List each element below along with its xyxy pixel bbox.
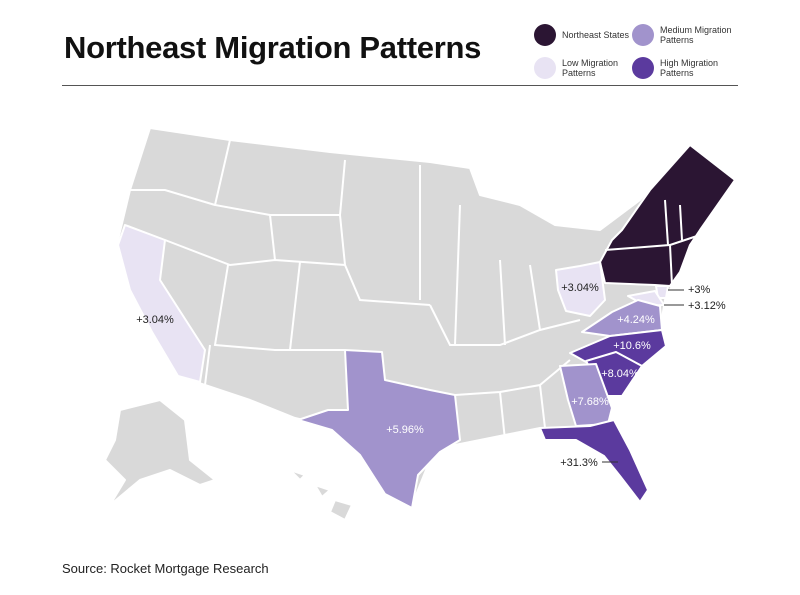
legend-swatch (534, 57, 556, 79)
legend-label: Low Migration Patterns (562, 58, 619, 78)
region-label: +3.04% (561, 282, 599, 294)
state-lines (130, 139, 581, 441)
legend-swatch (632, 24, 654, 46)
legend-label: Northeast States (562, 30, 630, 40)
region-label: +3.04% (136, 314, 174, 326)
region-label: +3% (688, 284, 711, 296)
state-region (297, 349, 461, 509)
title: Northeast Migration Patterns (64, 30, 482, 65)
legend-item: Low Migration Patterns (534, 57, 644, 79)
region-label: +8.04% (601, 368, 639, 380)
divider (62, 85, 738, 86)
region-label: +5.96% (386, 424, 424, 436)
legend-label: High Migration Patterns (660, 58, 719, 78)
source-note: Source: Rocket Mortgage Research (62, 561, 269, 576)
legend-item: Northeast States (534, 24, 644, 46)
region-label: +3.12% (688, 300, 726, 312)
land-alaska (104, 399, 216, 506)
legend-swatch (534, 24, 556, 46)
region-label: +4.24% (617, 314, 655, 326)
region-label: +31.3% (560, 457, 598, 469)
state-region (539, 419, 649, 503)
state-region (555, 261, 606, 317)
state-region (117, 224, 206, 383)
legend-item: High Migration Patterns (632, 57, 742, 79)
region-label: +10.6% (613, 340, 651, 352)
legend-item: Medium Migration Patterns (632, 24, 742, 46)
northeast-states (599, 144, 736, 287)
legend-label: Medium Migration Patterns (660, 25, 732, 45)
northeast-lines (604, 199, 701, 286)
legend-swatch (632, 57, 654, 79)
region-label: +7.68% (571, 396, 609, 408)
land-hawaii (289, 469, 353, 521)
